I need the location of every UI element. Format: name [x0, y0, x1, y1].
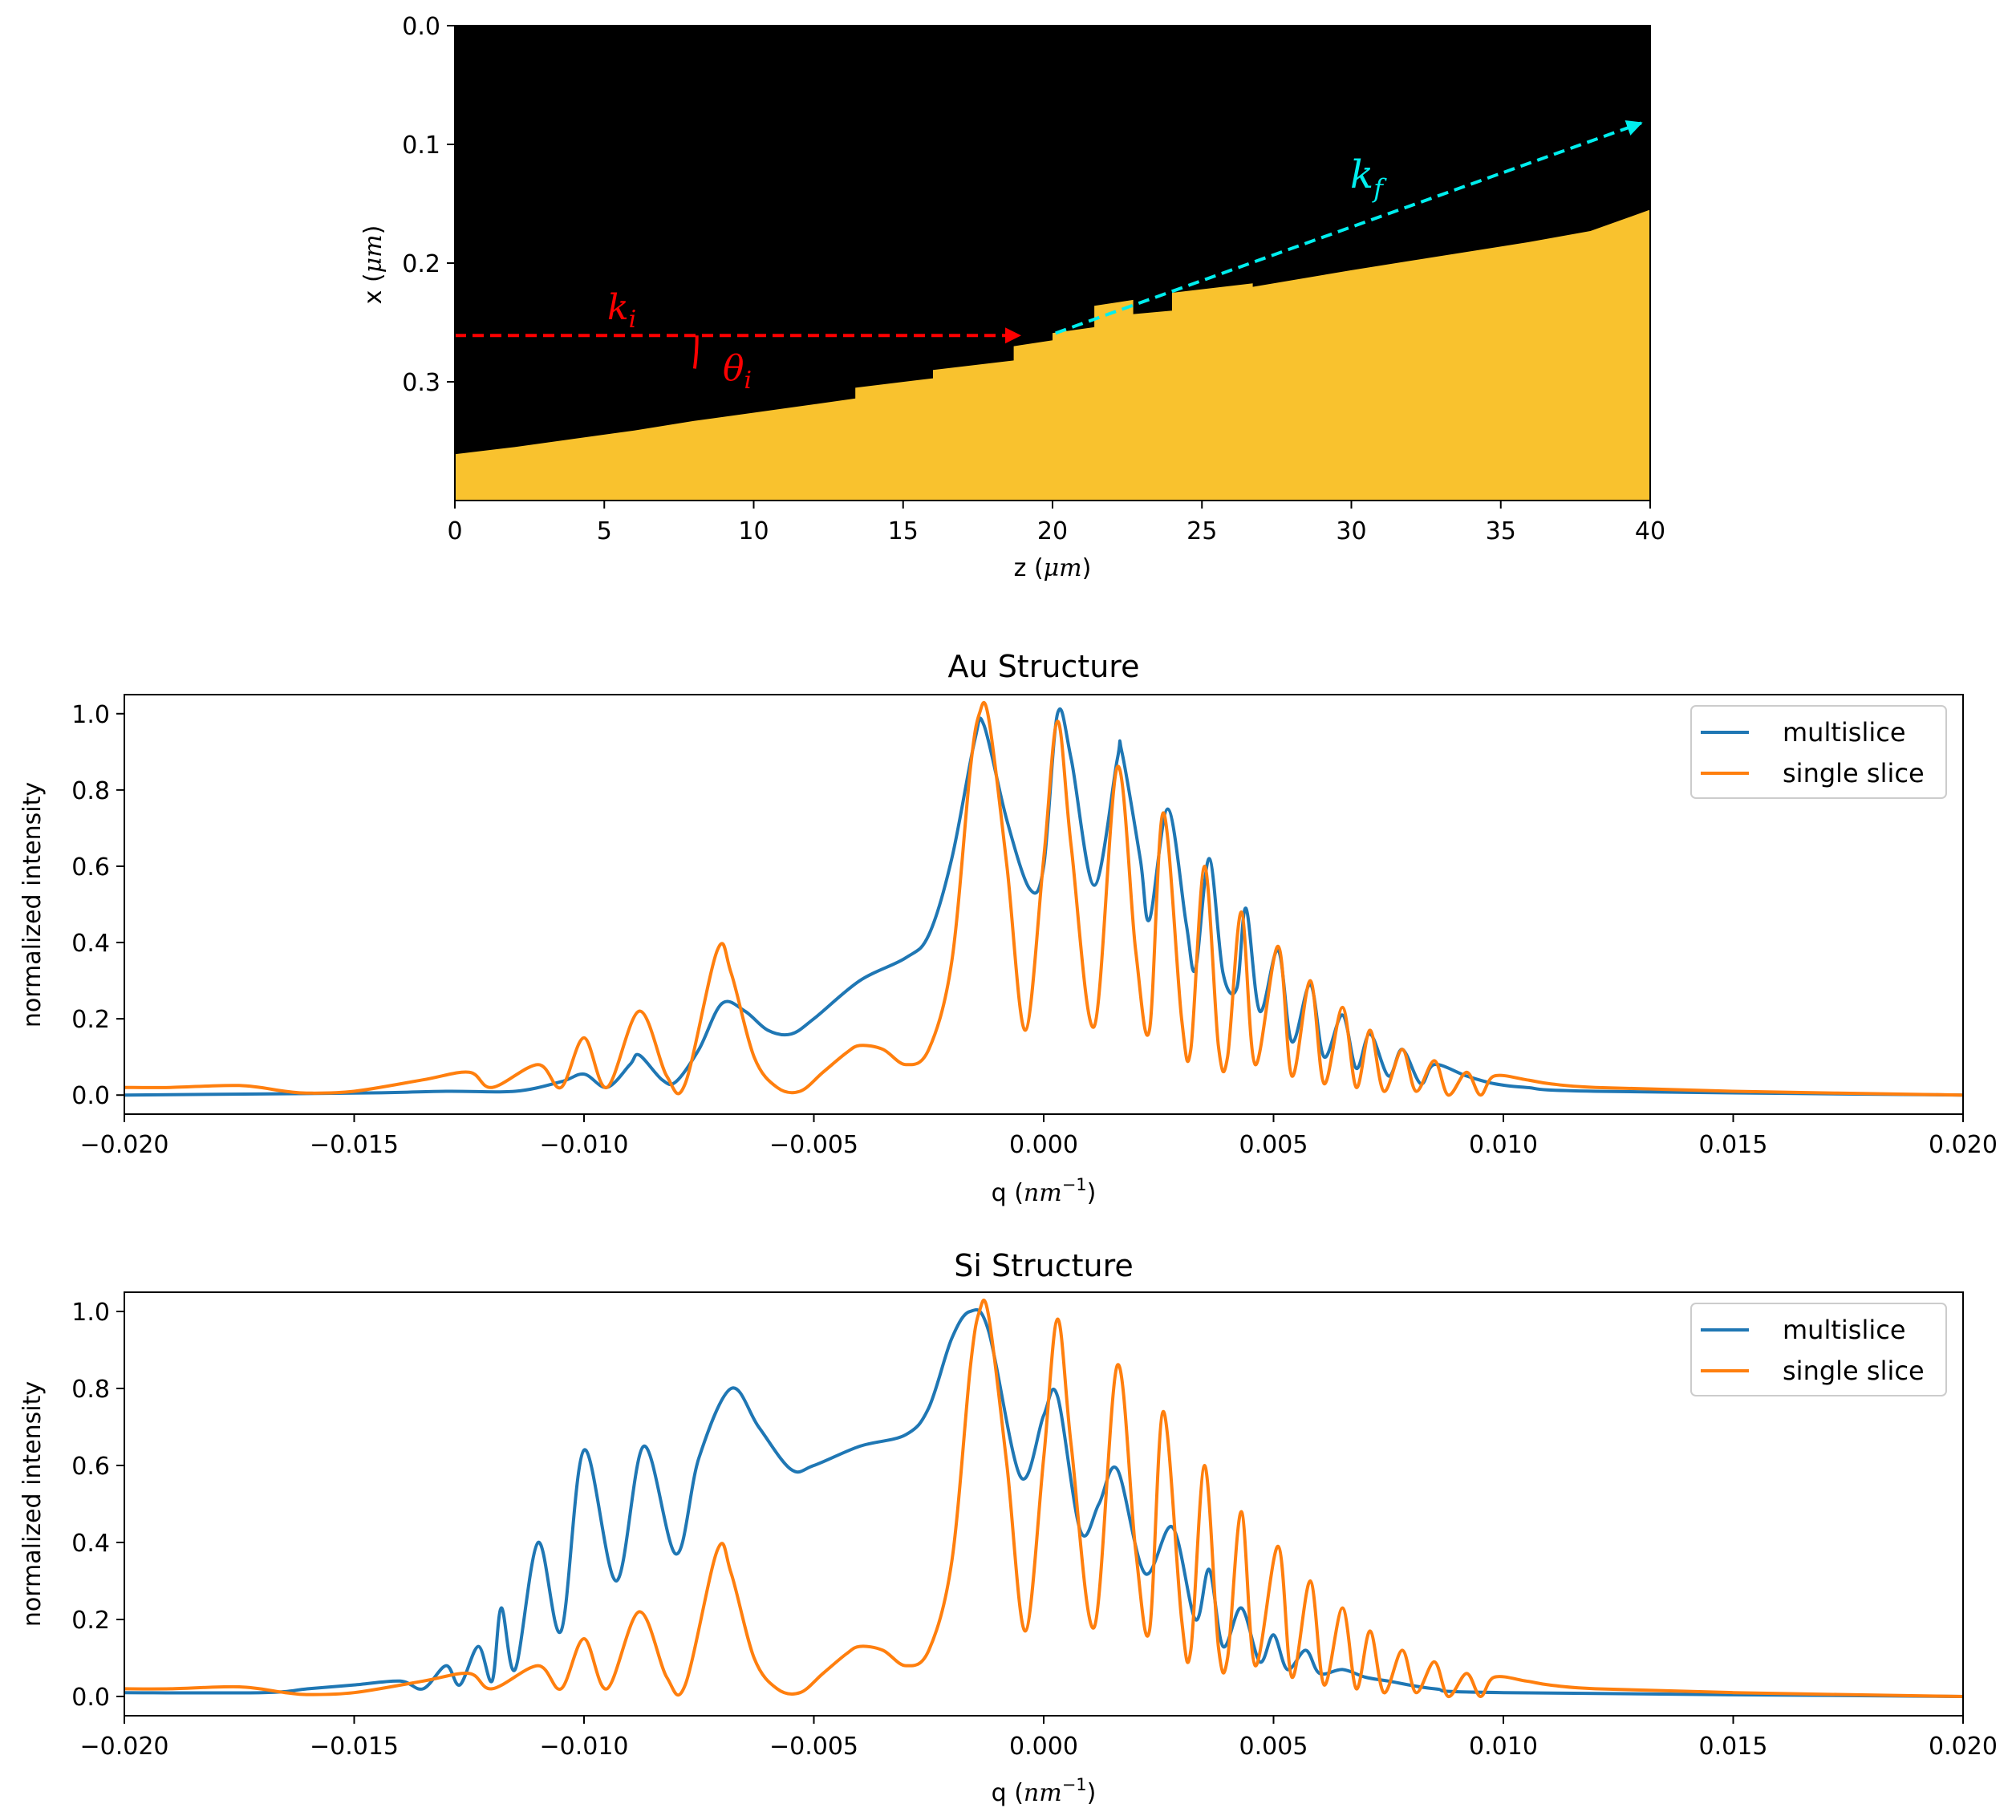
au-legend-multislice-label: multislice: [1783, 717, 1906, 748]
geometry-x-axis-label: z (μm): [1014, 554, 1092, 582]
au-plot-area: [124, 701, 1963, 1097]
geometry-x-tick-label: 30: [1336, 517, 1366, 545]
au-axes-frame: [124, 694, 1964, 1115]
au-x-tick-label: 0.005: [1239, 1131, 1308, 1159]
si-y-tick-label: 0.6: [71, 1453, 110, 1481]
si-y-axis-label: normalized intensity: [18, 1381, 47, 1627]
si-x-tick-label: 0.010: [1469, 1733, 1538, 1761]
geometry-x-axis-label-text: z (: [1014, 554, 1044, 582]
geometry-x-tick-label: 40: [1635, 517, 1665, 545]
geometry-y-tick-label: 0.3: [402, 369, 440, 397]
au-x-axis-label: q (nm−1): [992, 1175, 1097, 1207]
si-x-tick-label: 0.015: [1699, 1733, 1768, 1761]
si-plot-area: [124, 1299, 1963, 1698]
si-x-tick-label: −0.010: [539, 1733, 628, 1761]
si-x-tick-label: 0.020: [1929, 1733, 1998, 1761]
geometry-x-tick-label: 10: [738, 517, 769, 545]
au-ticks: −0.020 −0.015 −0.010 −0.005 0.000 0.005 0.010 0…: [71, 701, 1998, 1159]
si-x-axis-unit: nm: [1024, 1779, 1062, 1807]
si-chart-title: Si Structure: [954, 1248, 1134, 1283]
si-x-axis-label: q (nm−1): [992, 1775, 1097, 1807]
si-legend: multislice single slice: [1690, 1303, 1947, 1396]
au-x-tick-label: 0.015: [1699, 1131, 1768, 1159]
au-y-tick-label: 0.8: [71, 777, 110, 805]
si-x-tick-label: −0.015: [310, 1733, 399, 1761]
si-ticks: −0.020 −0.015 −0.010 −0.005 0.000 0.005 0.010 0…: [71, 1299, 1998, 1761]
si-single-slice-line: [124, 1299, 1963, 1698]
geometry-y-tick-label: 0.1: [402, 132, 440, 160]
geometry-x-tick-label: 0: [447, 517, 462, 545]
si-legend-multislice-label: multislice: [1783, 1315, 1906, 1345]
si-x-axis-paren: ): [1087, 1779, 1097, 1807]
geometry-x-axis-paren: ): [1082, 554, 1092, 582]
au-y-tick-label: 0.2: [71, 1006, 110, 1034]
au-structure-panel: Au Structure −0.020 −0.015 −0.010 −0.005 0.0…: [18, 649, 1998, 1207]
si-x-axis-label-text: q (: [992, 1779, 1024, 1807]
au-multislice-line: [124, 707, 1963, 1097]
incidence-angle-arc: [692, 335, 699, 369]
geometry-y-axis-label: x (μm): [359, 225, 387, 305]
incident-label-main: k: [607, 287, 629, 328]
si-y-tick-label: 0.4: [71, 1530, 110, 1558]
geometry-x-tick-label: 5: [597, 517, 612, 545]
geometry-y-axis-label-text: x (: [359, 273, 387, 304]
au-y-axis-label: normalized intensity: [18, 782, 47, 1028]
incident-label-sub: i: [629, 306, 637, 334]
si-y-tick-label: 1.0: [71, 1299, 110, 1327]
au-legend: multislice single slice: [1690, 705, 1947, 799]
au-y-tick-label: 1.0: [71, 701, 110, 729]
si-x-tick-label: −0.020: [79, 1733, 168, 1761]
au-x-tick-label: 0.000: [1009, 1131, 1078, 1159]
geometry-x-axis-unit: μm: [1044, 554, 1082, 582]
au-x-tick-label: 0.020: [1929, 1131, 1998, 1159]
si-y-tick-label: 0.0: [71, 1684, 110, 1712]
au-y-tick-label: 0.6: [71, 853, 110, 882]
au-x-tick-label: −0.010: [539, 1131, 628, 1159]
au-x-axis-exp: −1: [1062, 1175, 1087, 1194]
au-y-tick-label: 0.4: [71, 930, 110, 958]
scattered-label-main: k: [1350, 152, 1373, 197]
si-legend-single-slice-label: single slice: [1783, 1356, 1925, 1386]
si-y-tick-label: 0.2: [71, 1607, 110, 1635]
scattered-beam-arrow: [1055, 120, 1643, 335]
geometry-x-tick-label: 25: [1186, 517, 1217, 545]
scattered-wavevector-label: kf: [1350, 152, 1387, 204]
au-x-tick-label: −0.020: [79, 1131, 168, 1159]
au-x-axis-label-text: q (: [992, 1179, 1024, 1207]
au-x-tick-label: 0.010: [1469, 1131, 1538, 1159]
au-legend-single-slice-label: single slice: [1783, 758, 1925, 788]
geometry-y-tick-label: 0.2: [402, 250, 440, 278]
geometry-x-tick-label: 35: [1486, 517, 1516, 545]
geometry-x-tick-label: 15: [888, 517, 919, 545]
si-y-tick-label: 0.8: [71, 1376, 110, 1404]
geometry-ticks: 0 5 10 15 20 25 30 35 40 0.0 0.1 0.2 0.3: [402, 13, 1665, 545]
angle-label-main: θ: [723, 348, 744, 389]
au-single-slice-line: [124, 701, 1963, 1097]
au-y-tick-label: 0.0: [71, 1082, 110, 1110]
au-chart-title: Au Structure: [948, 649, 1140, 684]
geometry-y-axis-unit: μm: [359, 234, 387, 273]
si-x-tick-label: 0.005: [1239, 1733, 1308, 1761]
au-x-axis-paren: ): [1087, 1179, 1097, 1207]
si-axes-frame: [124, 1291, 1964, 1717]
si-structure-panel: Si Structure −0.020 −0.015 −0.010 −0.005 0.0…: [18, 1248, 1998, 1807]
si-x-tick-label: −0.005: [769, 1733, 858, 1761]
incidence-angle-label: θi: [723, 348, 752, 395]
geometry-x-tick-label: 20: [1037, 517, 1068, 545]
material-region: [455, 209, 1650, 501]
angle-label-sub: i: [744, 367, 752, 395]
au-x-tick-label: −0.005: [769, 1131, 858, 1159]
incident-wavevector-label: ki: [607, 287, 636, 334]
si-legend-box: [1690, 1303, 1947, 1396]
au-x-tick-label: −0.015: [310, 1131, 399, 1159]
geometry-panel: ki θi kf 0 5 10 15 20 25 30 35 400.00.10.20.3 z …: [359, 13, 1665, 582]
si-x-axis-exp: −1: [1062, 1775, 1087, 1794]
si-multislice-line: [124, 1307, 1963, 1698]
geometry-y-tick-label: 0.0: [402, 13, 440, 41]
au-x-axis-unit: nm: [1024, 1179, 1062, 1207]
si-x-tick-label: 0.000: [1009, 1733, 1078, 1761]
au-legend-box: [1690, 705, 1947, 799]
geometry-y-axis-paren: ): [359, 225, 387, 235]
